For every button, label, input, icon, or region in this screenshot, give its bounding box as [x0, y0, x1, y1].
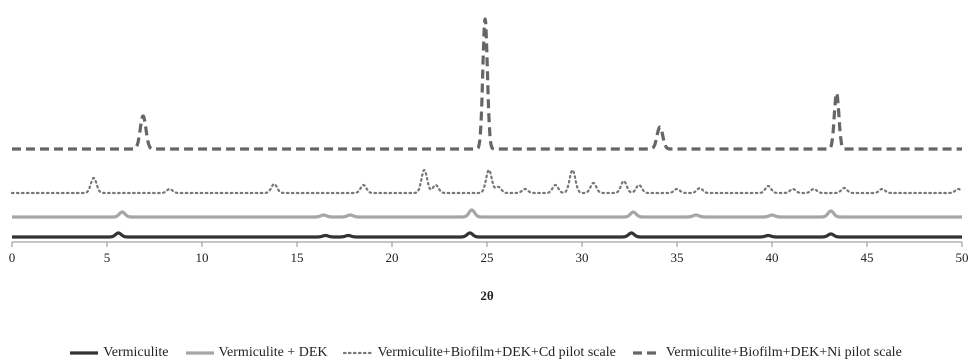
x-tick-label: 25 — [481, 250, 494, 265]
series-line — [10, 231, 964, 239]
x-tick-label: 15 — [291, 250, 304, 265]
legend-item: Vermiculite+Biofilm+DEK+Ni pilot scale — [632, 345, 902, 361]
x-axis-title: 2θ — [480, 288, 494, 303]
legend-item: Vermiculite+Biofilm+DEK+Cd pilot scale — [343, 345, 616, 361]
x-tick-label: 50 — [956, 250, 969, 265]
series-layer — [10, 17, 964, 239]
legend-label: Vermiculite+Biofilm+DEK+Ni pilot scale — [665, 345, 902, 360]
x-tick-label: 5 — [104, 250, 111, 265]
x-tick-label: 45 — [861, 250, 874, 265]
legend-swatch — [632, 351, 661, 355]
legend-label: Vermiculite — [103, 345, 169, 360]
x-tick-label: 10 — [196, 250, 209, 265]
legend-item: Vermiculite — [69, 345, 169, 361]
x-tick-label: 20 — [386, 250, 399, 265]
legend-label: Vermiculite+Biofilm+DEK+Cd pilot scale — [377, 345, 616, 360]
chart-legend: Vermiculite Vermiculite + DEK Vermiculite+… — [0, 344, 971, 362]
legend-swatch — [185, 351, 214, 355]
legend-item: Vermiculite + DEK — [185, 345, 328, 361]
legend-swatch — [70, 351, 99, 355]
series-line — [10, 168, 964, 195]
x-axis-ticks: 0 5 10 15 20 25 30 35 40 45 50 — [9, 242, 969, 265]
series-line — [10, 17, 964, 151]
x-tick-label: 40 — [766, 250, 779, 265]
series-line — [10, 208, 964, 219]
legend-label: Vermiculite + DEK — [218, 345, 328, 360]
x-tick-label: 30 — [576, 250, 589, 265]
x-tick-label: 35 — [671, 250, 684, 265]
legend-swatch — [343, 351, 374, 355]
x-tick-label: 0 — [9, 250, 16, 265]
